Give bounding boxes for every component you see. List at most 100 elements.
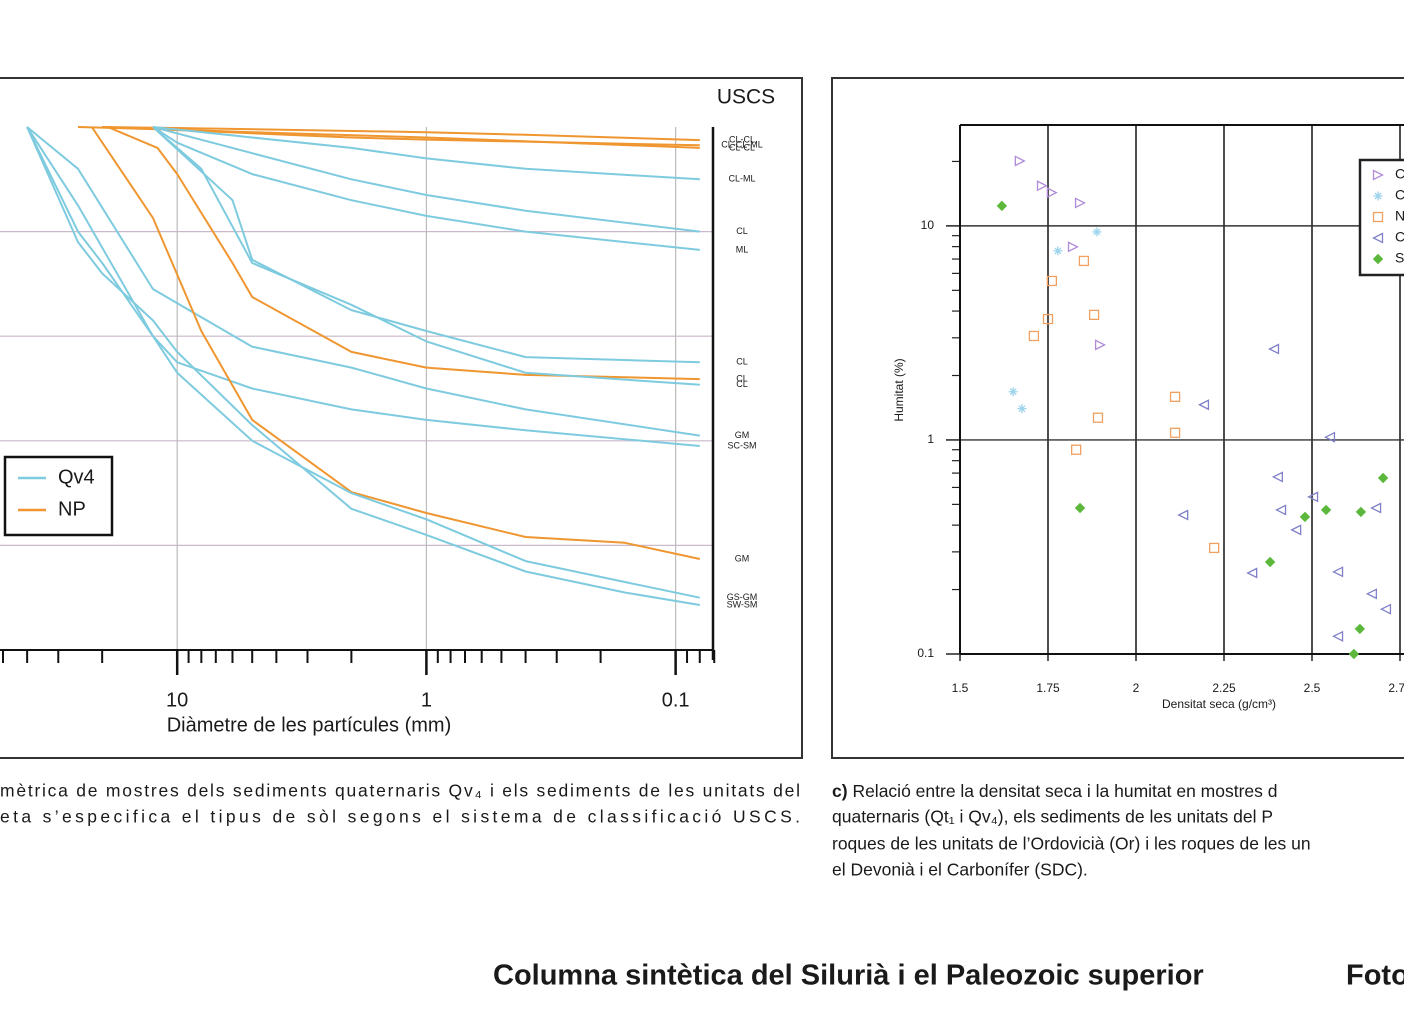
marker [1370, 502, 1382, 514]
legend-label: N [1395, 208, 1404, 224]
marker [1092, 412, 1104, 423]
marker [1053, 246, 1063, 256]
legend-label: C [1395, 187, 1404, 203]
legend-marker [1373, 191, 1383, 201]
legend-label: C [1395, 229, 1404, 245]
marker [1169, 427, 1181, 438]
marker [996, 200, 1008, 212]
uscs-label: CL [736, 226, 748, 236]
marker [1264, 556, 1276, 568]
marker [1042, 313, 1054, 325]
section-heading: Foto [1346, 960, 1404, 992]
caption-line: roques de les unitats de l’Ordovicià (Or… [832, 834, 1311, 854]
marker [1036, 180, 1048, 192]
curve [152, 126, 700, 181]
left-frame [0, 77, 803, 759]
legend-marker [1372, 232, 1384, 244]
uscs-label: GM [735, 430, 750, 440]
caption-line: quaternaris (Qt₁ i Qv₄), els sediments d… [832, 807, 1273, 827]
marker [1354, 623, 1366, 635]
legend-box [3, 455, 114, 537]
x-tick-label: 2.25 [1212, 681, 1236, 695]
uscs-label: CL [736, 357, 748, 367]
marker [1088, 309, 1100, 321]
caption-text: Relació entre la densitat seca i la humi… [852, 781, 1277, 801]
x-tick-label: 1.75 [1036, 681, 1060, 695]
curve [26, 126, 700, 606]
marker [1377, 472, 1389, 484]
marker [1290, 524, 1302, 536]
uscs-label: CL-ML [728, 174, 755, 184]
y-tick-label: 10 [921, 218, 935, 232]
uscs-label: GS-GM [727, 592, 758, 602]
marker [1246, 567, 1258, 579]
right-frame [831, 77, 1404, 759]
marker [1014, 155, 1026, 167]
x-tick-label: 1 [421, 689, 432, 711]
uscs-label: SW-SM [727, 599, 758, 609]
x-tick-label: 2 [1133, 681, 1140, 695]
legend-marker [1372, 211, 1384, 223]
y-axis-label: Humitat (%) [892, 358, 906, 421]
marker [1320, 504, 1332, 516]
curve [102, 126, 700, 142]
legend-label: Qv4 [58, 466, 95, 488]
marker [1275, 504, 1287, 516]
uscs-label: GM [735, 553, 750, 563]
uscs-label: CL-CL [729, 134, 755, 144]
caption-line: el Devonià i el Carbonífer (SDC). [832, 860, 1088, 880]
y-tick-label: 1 [927, 432, 934, 446]
marker [1365, 588, 1377, 600]
curve [152, 126, 700, 386]
curve [107, 126, 700, 381]
marker [1208, 542, 1220, 554]
marker [1268, 343, 1280, 355]
marker [1046, 187, 1058, 199]
marker [1071, 444, 1082, 455]
marker [1067, 241, 1079, 253]
marker [1271, 471, 1284, 483]
uscs-label: CL [736, 379, 748, 389]
section-heading: Columna sintètica del Silurià i el Paleo… [493, 960, 1204, 992]
caption-line: eta s’especifica el tipus de sòl segons … [0, 807, 800, 827]
marker [1332, 630, 1344, 642]
uscs-label: SC-SM [728, 440, 757, 450]
caption-line: mètrica de mostres dels sediments quater… [0, 781, 800, 801]
marker [1094, 339, 1107, 351]
marker [1197, 399, 1210, 411]
x-axis-label: Densitat seca (g/cm³) [1162, 697, 1276, 711]
uscs-label: ML [736, 244, 749, 254]
marker [1348, 648, 1360, 660]
legend-label: NP [58, 498, 86, 520]
curve [152, 126, 700, 364]
marker [1046, 275, 1058, 287]
marker [1078, 255, 1090, 267]
curve [26, 126, 700, 437]
x-tick-label: 1.5 [952, 681, 969, 695]
x-tick-label: 2.5 [1304, 681, 1321, 695]
x-tick-label: 10 [166, 689, 188, 711]
marker [1017, 404, 1027, 414]
uscs-label: CL [736, 373, 748, 383]
marker [1332, 566, 1344, 578]
legend-marker [1372, 253, 1384, 265]
marker [1177, 509, 1189, 521]
legend-label: C [1395, 166, 1404, 182]
marker [1307, 491, 1319, 503]
curve [152, 126, 700, 251]
uscs-label: CL-CL-ML [721, 140, 763, 150]
marker [1074, 197, 1086, 209]
y-tick-label: 0.1 [917, 646, 934, 660]
x-tick-label: 2.75 [1388, 681, 1404, 695]
legend-label: S [1395, 250, 1404, 266]
marker [1355, 506, 1367, 518]
caption-label: c) [832, 781, 848, 801]
marker [1028, 330, 1040, 342]
legend-title: USCS [717, 86, 775, 109]
curve [26, 126, 700, 447]
marker [1092, 227, 1102, 237]
marker [1169, 391, 1181, 402]
marker [1074, 502, 1086, 514]
